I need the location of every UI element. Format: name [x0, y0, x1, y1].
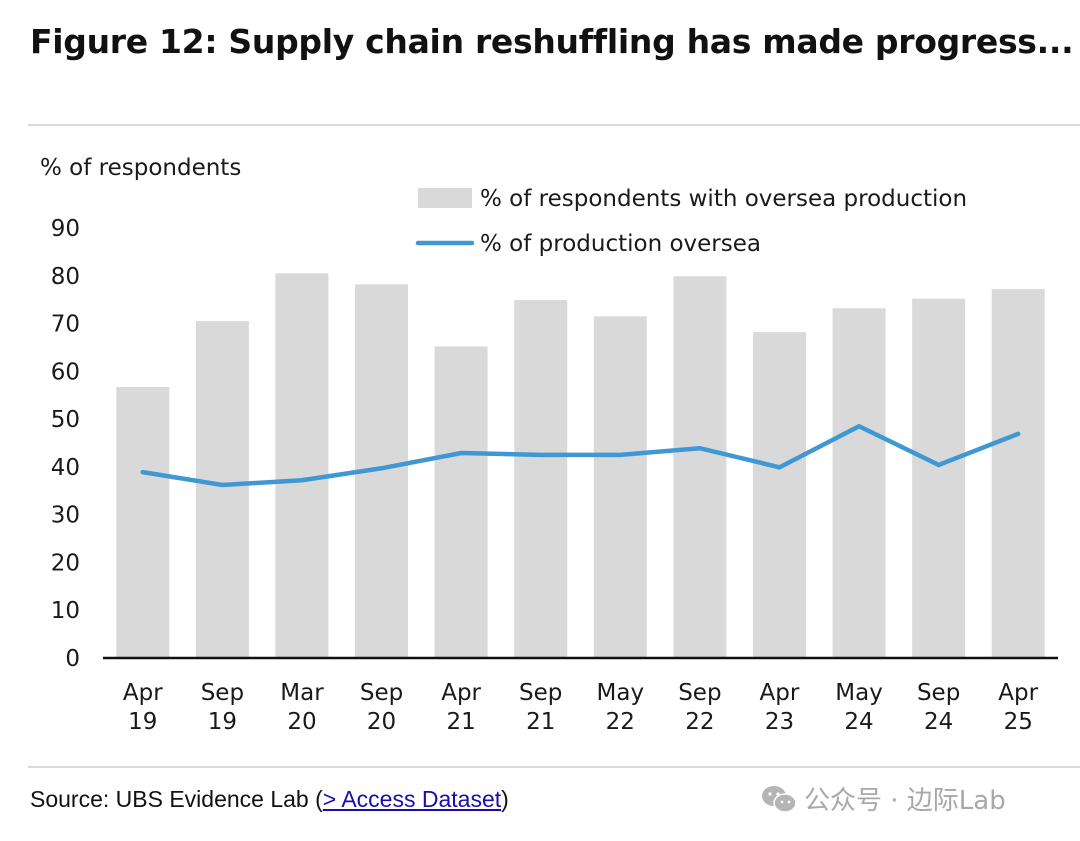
bar — [912, 298, 966, 657]
x-tick-label-month: May — [835, 680, 883, 706]
y-axis-ticks: 0 10 20 30 40 50 60 70 80 90 — [51, 216, 80, 672]
y-tick-label: 60 — [51, 359, 80, 385]
x-tick-label-month: Apr — [760, 680, 800, 706]
combo-chart: % of respondents 0 10 20 30 40 50 60 70 80 90 Apr… — [40, 155, 1058, 735]
bar — [991, 289, 1045, 657]
x-tick-label-year: 22 — [606, 709, 635, 735]
access-dataset-link[interactable]: > Access Dataset — [322, 786, 502, 812]
y-tick-label: 40 — [51, 455, 80, 481]
legend: % of respondents with oversea production… — [415, 186, 967, 257]
source-suffix: ) — [501, 786, 509, 812]
x-tick-label-year: 19 — [128, 709, 157, 735]
source-text: Source: UBS Evidence Lab ( — [30, 786, 323, 812]
bar — [673, 276, 727, 657]
legend-swatch-bar — [418, 188, 472, 208]
x-tick-label-year: 21 — [526, 709, 555, 735]
bar — [752, 332, 806, 657]
x-tick-label-month: Sep — [519, 680, 562, 706]
y-tick-label: 70 — [51, 312, 80, 338]
watermark-text: 公众号 · 边际Lab — [804, 786, 1006, 816]
y-tick-label: 90 — [51, 216, 80, 242]
wechat-icon — [760, 784, 798, 814]
x-tick-label-month: Sep — [917, 680, 960, 706]
y-tick-label: 50 — [51, 407, 80, 433]
bar — [434, 346, 488, 657]
x-tick-label-month: May — [597, 680, 645, 706]
y-tick-label: 0 — [65, 646, 80, 672]
y-tick-label: 20 — [51, 550, 80, 576]
bar — [832, 308, 886, 657]
x-tick-label-month: Apr — [441, 680, 481, 706]
x-tick-label-year: 20 — [287, 709, 316, 735]
x-tick-label-month: Sep — [201, 680, 244, 706]
x-tick-label-month: Apr — [123, 680, 163, 706]
x-tick-label-year: 20 — [367, 709, 396, 735]
x-tick-label-month: Mar — [280, 680, 324, 706]
watermark: 公众号 · 边际Lab — [760, 780, 1006, 817]
x-axis-ticks: Apr 19 Sep 19 Mar 20 Sep 20 Apr 21 Sep 21 May 22 Sep 22… — [123, 680, 1039, 735]
top-divider — [28, 124, 1080, 126]
bar — [593, 316, 647, 657]
x-tick-label-month: Sep — [360, 680, 403, 706]
x-tick-label-year: 22 — [685, 709, 714, 735]
y-axis-label: % of respondents — [40, 155, 241, 181]
y-tick-label: 30 — [51, 503, 80, 529]
x-tick-label-year: 23 — [765, 709, 794, 735]
x-tick-label-month: Sep — [678, 680, 721, 706]
bar — [514, 300, 568, 657]
source-note: Source: UBS Evidence Lab (> Access Datas… — [30, 786, 509, 813]
x-tick-label-year: 24 — [924, 709, 953, 735]
legend-label-bar: % of respondents with oversea production — [480, 186, 967, 212]
bar — [275, 273, 329, 657]
x-tick-label-year: 24 — [844, 709, 873, 735]
bar — [195, 321, 249, 657]
legend-label-line: % of production oversea — [480, 231, 761, 257]
x-tick-label-month: Apr — [998, 680, 1038, 706]
y-tick-label: 10 — [51, 598, 80, 624]
line-series — [140, 423, 1021, 488]
x-tick-label-year: 21 — [446, 709, 475, 735]
x-tick-label-year: 19 — [208, 709, 237, 735]
line-path — [140, 423, 1021, 488]
chart-title: Figure 12: Supply chain reshuffling has … — [30, 22, 1074, 61]
x-tick-label-year: 25 — [1004, 709, 1033, 735]
y-tick-label: 80 — [51, 264, 80, 290]
bar — [116, 387, 170, 657]
bar-series — [116, 273, 1045, 657]
bottom-divider — [28, 766, 1080, 768]
